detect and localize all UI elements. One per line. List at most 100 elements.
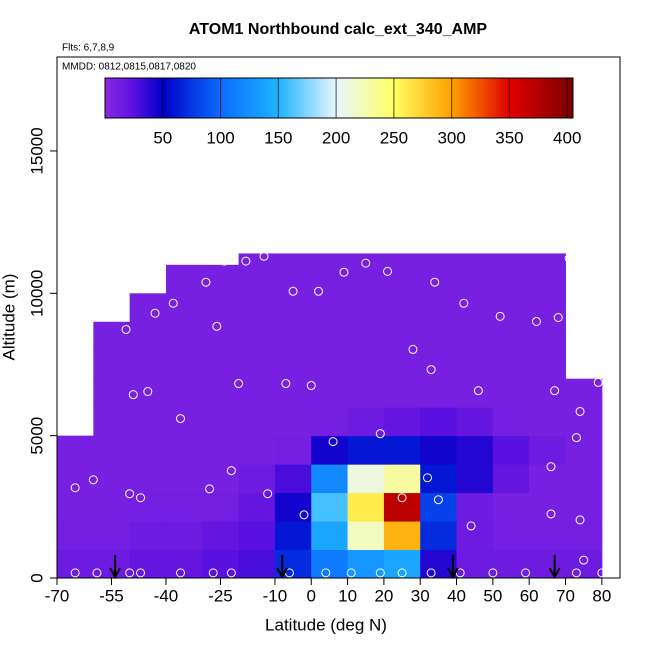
heat-cell [274,378,312,408]
x-axis-label: Latitude (deg N) [265,615,387,634]
heat-cell [274,521,312,551]
heat-cell [492,549,530,579]
x-tick-label: 40 [447,586,466,605]
chart-title: ATOM1 Northbound calc_ext_340_AMP [189,21,487,38]
heat-cell [347,521,385,551]
heat-cell [274,350,312,380]
heat-cell [347,435,385,465]
heat-cell [129,293,167,323]
heat-cell [347,407,385,437]
flight-point [128,390,138,400]
flight-point [397,493,407,503]
heat-cell [383,253,421,266]
x-tick-label: -10 [263,586,288,605]
flight-point [422,473,432,483]
heat-cell [492,293,530,323]
heat-cell [202,264,240,294]
heat-cell [274,435,312,465]
flight-point [314,286,324,296]
x-tick-label: 70 [556,586,575,605]
heat-cell [420,407,458,437]
heat-cell [129,549,167,579]
heat-cell [420,464,458,494]
x-tick-label: -40 [154,586,179,605]
heat-cell [202,521,240,551]
flight-point [426,365,436,375]
heat-cell [529,350,567,380]
flight-point [168,298,178,308]
heat-cell [202,350,240,380]
heat-cell [274,264,312,294]
flight-point [346,568,356,578]
flight-point [92,568,102,578]
heat-cell [383,378,421,408]
heat-cell [456,321,494,351]
heat-cell [383,435,421,465]
heat-cell [492,350,530,380]
x-tick-label: 0 [307,586,316,605]
heat-cell [492,321,530,351]
heat-cell [238,321,276,351]
heat-cell [202,492,240,522]
heat-cell [129,378,167,408]
heat-cell [529,521,567,551]
heat-cell [202,407,240,437]
heat-cell [311,492,349,522]
heat-cell [347,321,385,351]
heat-cell [383,521,421,551]
flight-point [321,568,331,578]
flight-point [125,489,135,499]
heat-cell [93,435,131,465]
heat-cell [492,253,530,266]
annotation: MMDD: 0812,0815,0817,0820 [62,62,196,73]
heat-cell [347,264,385,294]
heat-cell [529,435,567,465]
y-tick-label: 5000 [27,417,46,455]
heat-cell [529,378,567,408]
flight-point [136,568,146,578]
heat-cell [93,492,131,522]
flight-point [575,406,585,416]
heat-cell [238,378,276,408]
flight-point [408,344,418,354]
heat-cell [274,253,312,266]
colorbar [104,77,574,119]
heat-cell [347,293,385,323]
flight-point [375,429,385,439]
heat-cell [456,350,494,380]
heat-cell [347,492,385,522]
colorbar-tick-label: 200 [322,128,350,147]
flight-point [433,495,443,505]
arrow-head [276,567,289,580]
heat-cell [529,407,567,437]
heat-cell [420,492,458,522]
heat-cell [274,321,312,351]
flight-point [219,256,229,266]
heat-cell [129,435,167,465]
heat-cell [129,464,167,494]
heat-cell [529,253,567,266]
heat-cell [347,464,385,494]
heat-cell [93,521,131,551]
y-tick-label: 0 [27,573,46,582]
heat-cell [238,264,276,294]
flight-point [553,313,563,322]
flight-point [383,266,393,276]
heat-cell [565,492,603,522]
heat-cell [311,378,349,408]
heat-cell [347,378,385,408]
heat-cell [238,435,276,465]
heat-cell [93,321,131,351]
flight-point [546,509,556,519]
flight-point [226,466,236,476]
flight-point [579,555,589,565]
heat-cell [165,492,203,522]
heat-cell [311,293,349,323]
heat-cell [383,350,421,380]
heat-cell [456,253,494,266]
heat-cell [238,464,276,494]
heat-cell [529,321,567,351]
heat-cell [456,264,494,294]
heat-cell [456,293,494,323]
heat-cell [165,407,203,437]
